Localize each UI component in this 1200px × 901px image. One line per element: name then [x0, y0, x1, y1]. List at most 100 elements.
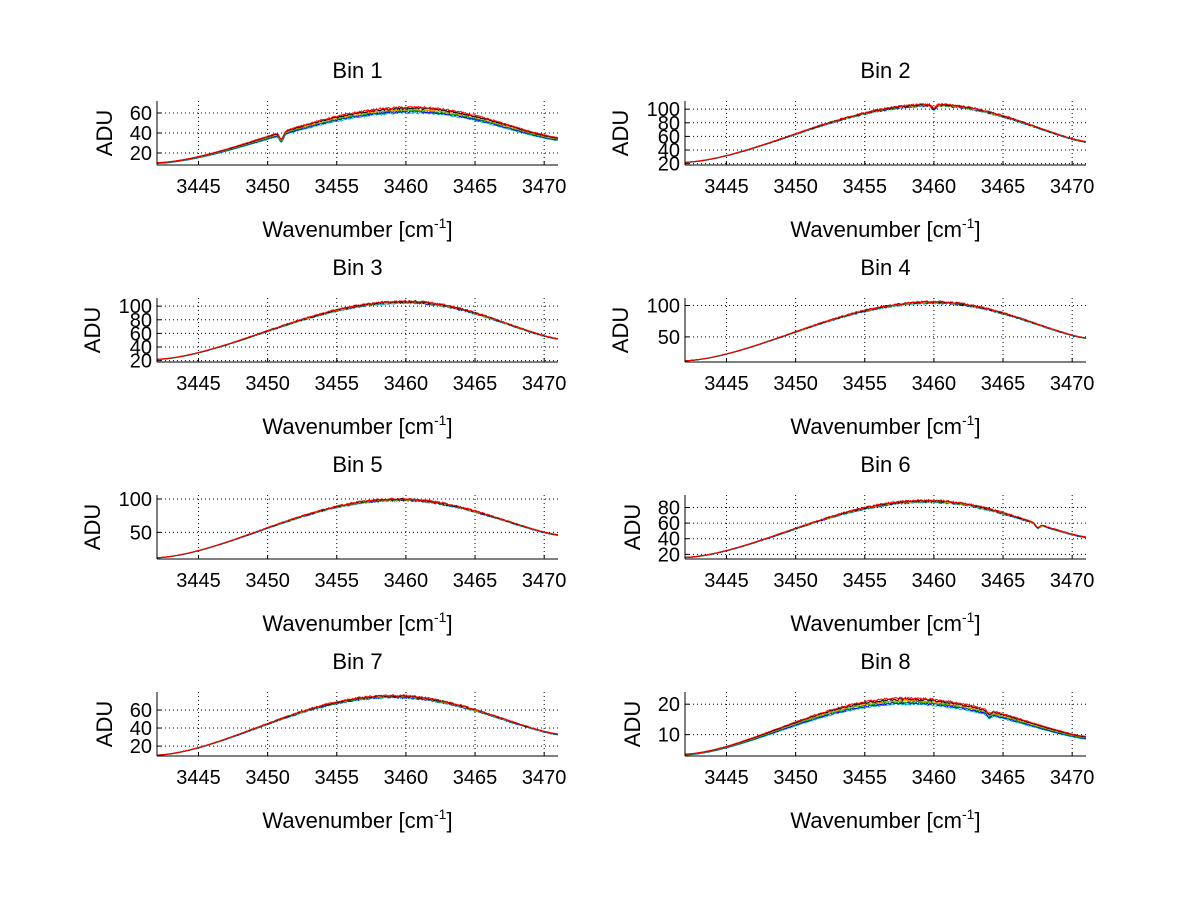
x-tick-label: 3450	[773, 373, 818, 395]
x-tick-label: 3450	[773, 570, 818, 592]
x-tick-label: 3465	[981, 570, 1026, 592]
series-line-6	[157, 105, 559, 163]
y-tick-label: 20	[130, 351, 152, 373]
y-tick-label: 20	[658, 544, 680, 566]
series-line-2	[685, 499, 1087, 558]
y-axis-label: ADU	[620, 504, 645, 550]
x-tick-label: 3445	[704, 570, 749, 592]
y-tick-label: 60	[130, 323, 152, 345]
series-line-3	[157, 300, 558, 360]
y-tick-label: 20	[130, 736, 152, 758]
series-line-3	[684, 700, 1087, 756]
x-tick-label: 3470	[522, 570, 567, 592]
x-tick-label: 3450	[245, 767, 290, 789]
y-tick-label: 40	[658, 529, 680, 551]
x-tick-label: 3455	[315, 373, 360, 395]
x-tick-label: 3470	[522, 373, 567, 395]
x-tick-label: 3460	[912, 176, 957, 198]
x-axis-label: Wavenumber [cm-1]	[262, 215, 452, 242]
subplot-title: Bin 2	[860, 58, 910, 83]
x-tick-label: 3470	[1050, 570, 1095, 592]
series-line-3	[684, 103, 1087, 163]
y-tick-label: 60	[130, 700, 152, 722]
y-tick-label: 60	[658, 513, 680, 535]
subplot-bin-8: 3445 3450 3455 3460 3465 3470 10 20 Bin 8 Wavenum…	[620, 649, 1094, 833]
x-tick-label: 3465	[981, 373, 1026, 395]
series-line-1	[156, 498, 559, 559]
x-tick-label: 3445	[176, 570, 221, 592]
x-tick-label: 3465	[981, 767, 1026, 789]
x-tick-label: 3460	[384, 373, 429, 395]
series-line-4	[685, 499, 1087, 558]
x-tick-label: 3465	[453, 570, 498, 592]
series-line-1	[685, 702, 1087, 756]
series-line-5	[157, 497, 559, 559]
series-line-5	[684, 103, 1087, 163]
series-line-4	[685, 102, 1087, 163]
series-line-2	[157, 300, 559, 360]
y-tick-label: 80	[658, 113, 680, 135]
subplot-title: Bin 5	[332, 452, 382, 477]
series-line-4	[157, 300, 559, 360]
x-tick-label: 3470	[522, 176, 567, 198]
series-line-4	[685, 300, 1087, 362]
x-axis-label: Wavenumber [cm-1]	[262, 806, 452, 833]
y-tick-label: 10	[658, 725, 680, 747]
subplot-title: Bin 1	[332, 58, 382, 83]
y-axis-label: ADU	[608, 110, 633, 156]
x-tick-label: 3455	[315, 570, 360, 592]
x-tick-label: 3460	[912, 373, 957, 395]
series-line-4	[156, 498, 559, 559]
x-tick-label: 3470	[1050, 373, 1095, 395]
x-tick-label: 3455	[843, 176, 888, 198]
y-tick-label: 20	[658, 694, 680, 716]
y-tick-label: 40	[658, 140, 680, 162]
subplot-bin-5: 3445 3450 3455 3460 3465 3470 50 100 Bin 5 Wavenu…	[80, 452, 566, 636]
series-line-6	[685, 299, 1087, 362]
series-line-5	[684, 499, 1086, 558]
x-tick-label: 3455	[843, 373, 888, 395]
subplot-title: Bin 4	[860, 255, 910, 280]
x-tick-label: 3445	[176, 176, 221, 198]
series-line-6	[157, 299, 559, 360]
x-axis-label: Wavenumber [cm-1]	[790, 215, 980, 242]
x-tick-label: 3445	[176, 373, 221, 395]
subplot-bin-4: 3445 3450 3455 3460 3465 3470 50 100 Bin 4 Wavenu…	[608, 255, 1094, 439]
y-tick-label: 20	[658, 154, 680, 176]
subplot-title: Bin 3	[332, 255, 382, 280]
x-tick-label: 3455	[315, 176, 360, 198]
y-tick-label: 20	[130, 143, 152, 165]
x-tick-label: 3450	[773, 176, 818, 198]
y-tick-label: 60	[658, 126, 680, 148]
y-tick-label: 80	[658, 497, 680, 519]
x-tick-label: 3470	[1050, 176, 1095, 198]
x-tick-label: 3455	[315, 767, 360, 789]
series-line-6	[685, 696, 1087, 755]
x-tick-label: 3455	[843, 570, 888, 592]
x-tick-label: 3450	[773, 767, 818, 789]
y-tick-label: 100	[647, 296, 680, 318]
series-line-2	[157, 110, 559, 164]
subplot-title: Bin 7	[332, 649, 382, 674]
series-line-1	[685, 500, 1087, 559]
x-tick-label: 3445	[704, 373, 749, 395]
x-tick-label: 3445	[704, 176, 749, 198]
x-tick-label: 3470	[522, 767, 567, 789]
x-tick-label: 3445	[704, 767, 749, 789]
y-axis-label: ADU	[80, 504, 105, 550]
series-line-1	[156, 300, 559, 361]
y-tick-label: 40	[130, 123, 152, 145]
x-tick-label: 3460	[912, 570, 957, 592]
subplot-title: Bin 6	[860, 452, 910, 477]
y-tick-label: 100	[119, 489, 152, 511]
x-axis-label: Wavenumber [cm-1]	[262, 412, 452, 439]
y-tick-label: 40	[130, 337, 152, 359]
series-line-3	[157, 109, 559, 164]
series-line-6	[157, 694, 559, 756]
y-tick-label: 50	[658, 327, 680, 349]
y-tick-label: 100	[647, 99, 680, 121]
series-line-2	[685, 301, 1087, 362]
